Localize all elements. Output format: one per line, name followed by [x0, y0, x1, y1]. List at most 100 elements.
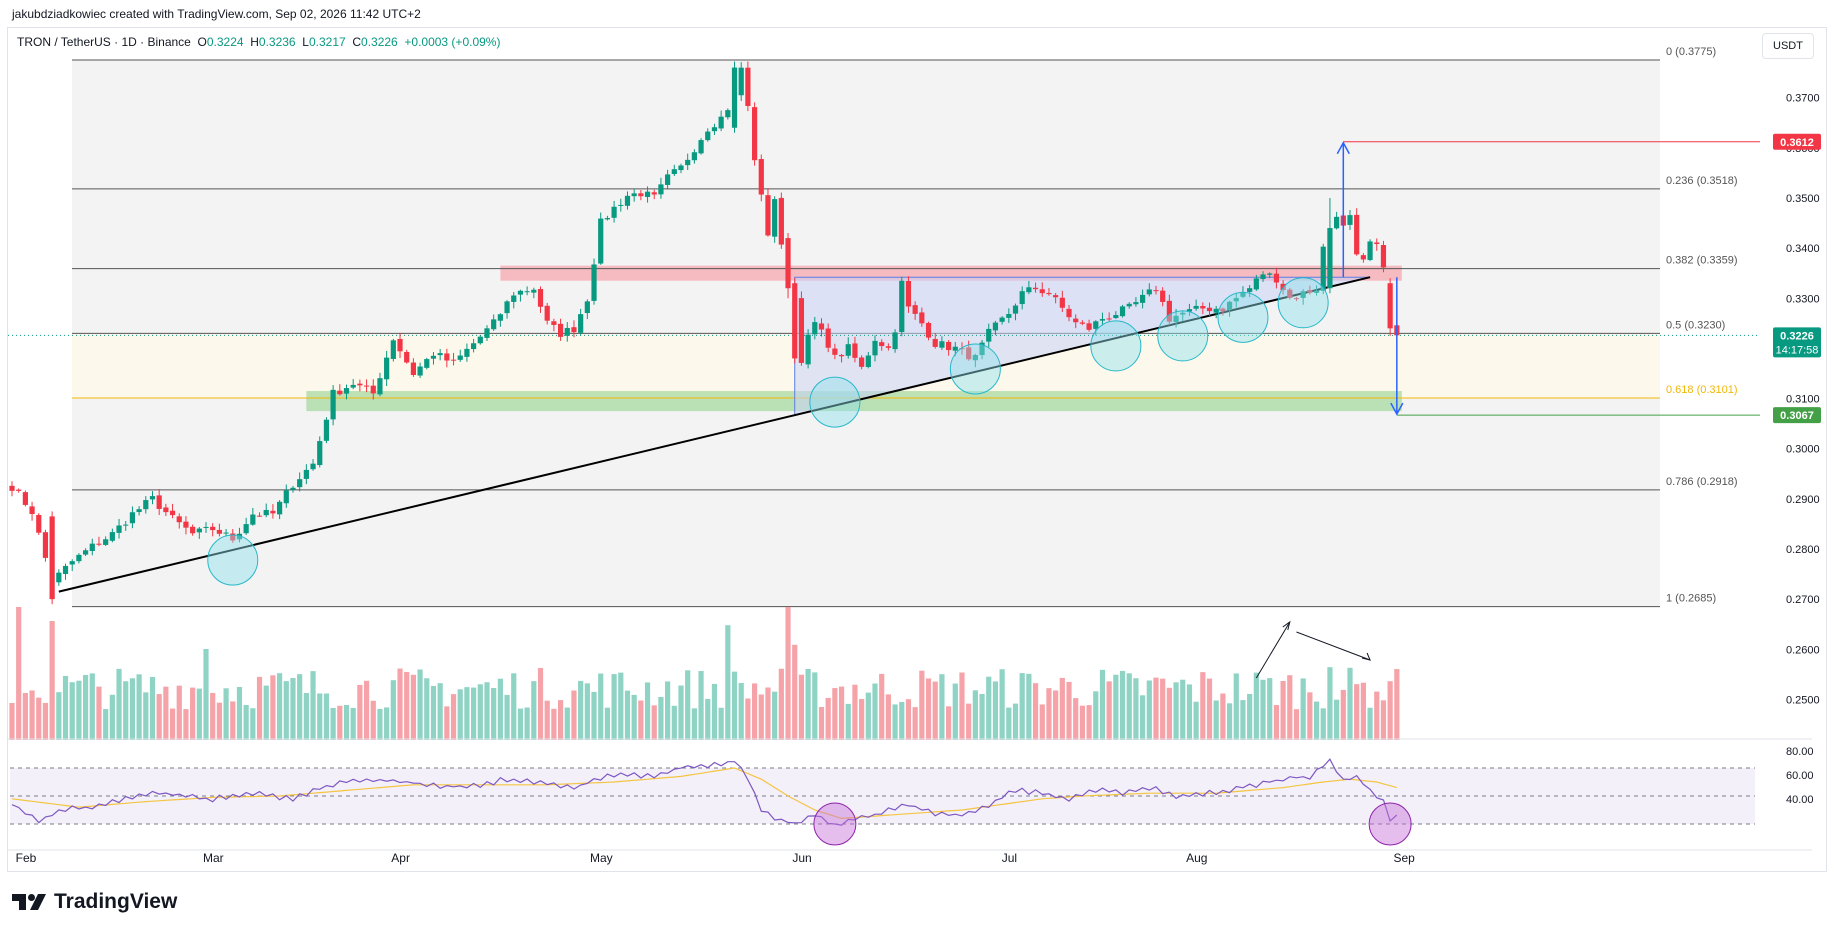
volume-bar — [230, 701, 236, 740]
volume-bar — [845, 703, 851, 740]
volume-bar — [163, 686, 169, 740]
candle-body — [966, 347, 972, 360]
candle — [1313, 285, 1320, 296]
candle — [1307, 285, 1313, 295]
volume-bar — [1113, 674, 1119, 740]
candle-body — [1360, 255, 1366, 260]
candle — [384, 350, 390, 387]
brand-name: TradingView — [54, 890, 178, 913]
volume-bar — [1119, 670, 1126, 740]
volume-bar — [223, 688, 229, 740]
volume-bar — [705, 698, 711, 740]
candle — [1273, 267, 1280, 289]
volume-bar — [149, 676, 156, 740]
candle-body — [865, 355, 871, 368]
volume-bar — [1213, 700, 1219, 740]
volume-bar — [397, 668, 403, 740]
volume-bar — [611, 674, 617, 740]
symbol-name[interactable]: TRON / TetherUS · 1D · Binance — [17, 35, 191, 49]
candle-body — [1180, 312, 1186, 315]
candle-body — [544, 305, 550, 321]
candle-body — [946, 341, 952, 351]
fib-level-label: 0.236 (0.3518) — [1666, 175, 1738, 187]
candle-body — [912, 305, 918, 314]
candle — [705, 128, 711, 142]
close-label: C — [352, 35, 362, 49]
candle — [1006, 308, 1012, 323]
volume-bar — [1354, 684, 1360, 740]
candle — [103, 536, 109, 546]
candle-body — [1153, 290, 1159, 292]
volume-bar — [1099, 669, 1106, 740]
candle — [919, 307, 925, 327]
candle-body — [772, 199, 778, 237]
volume-bar — [404, 671, 410, 740]
candle-body — [149, 496, 156, 500]
candle — [778, 192, 784, 249]
candle — [357, 379, 363, 392]
candle — [738, 62, 744, 101]
volume-bar — [1313, 701, 1320, 740]
volume-bar — [176, 685, 182, 740]
volume-bar — [1287, 675, 1293, 740]
candle — [544, 302, 550, 325]
volume-bar — [1380, 700, 1387, 740]
candle — [765, 188, 771, 237]
candle — [136, 506, 142, 516]
candle-body — [1012, 305, 1019, 314]
volume-bar — [678, 685, 684, 740]
candle — [772, 196, 778, 243]
candle — [36, 513, 42, 535]
candle — [1106, 312, 1112, 322]
candle-body — [310, 463, 316, 470]
volume-bar — [932, 681, 938, 740]
volume-bar — [718, 707, 724, 740]
volume-bar — [1193, 701, 1199, 740]
volume-bar — [450, 694, 457, 740]
volume-bar — [491, 688, 497, 740]
candle — [598, 212, 604, 265]
volume-bar — [156, 694, 162, 740]
volume-bar — [691, 708, 697, 740]
candle-body — [471, 343, 477, 350]
volume-bar — [966, 703, 972, 740]
candle-body — [183, 521, 189, 528]
volume-bar — [1247, 693, 1253, 740]
tradingview-logo[interactable]: TradingView — [12, 890, 177, 914]
fib-band — [72, 489, 1660, 607]
candle-body — [1200, 305, 1206, 309]
currency-button[interactable]: USDT — [1762, 33, 1814, 59]
volume-bar — [1012, 703, 1019, 740]
volume-bar — [999, 669, 1005, 740]
volume-bar — [49, 621, 55, 740]
volume-bar — [96, 686, 102, 740]
volume-bar — [651, 705, 657, 740]
candle — [196, 526, 202, 539]
candle — [29, 501, 35, 521]
volume-bar — [243, 704, 249, 740]
rsi-line — [11, 758, 1398, 826]
candle — [992, 320, 999, 336]
candle-body — [885, 346, 891, 348]
fib-level-label: 0.786 (0.2918) — [1666, 476, 1738, 488]
candle — [537, 286, 544, 313]
trendline-touch-circle — [1217, 291, 1269, 343]
candle-body — [109, 532, 115, 541]
candle — [283, 484, 289, 508]
candle-body — [1160, 290, 1166, 302]
rsi-tick-label: 40.00 — [1786, 794, 1814, 806]
candle — [337, 384, 343, 396]
candle-body — [417, 366, 423, 376]
candle — [892, 329, 898, 353]
candle-body — [22, 492, 28, 505]
candle — [457, 349, 463, 362]
candle-body — [223, 532, 229, 534]
candle — [363, 379, 370, 393]
month-label: Jul — [1002, 851, 1017, 865]
candle-body — [350, 384, 356, 388]
volume-bar — [1106, 681, 1112, 740]
volume-bar — [1340, 689, 1346, 740]
candle-body — [491, 319, 497, 330]
candle-body — [1166, 300, 1172, 322]
